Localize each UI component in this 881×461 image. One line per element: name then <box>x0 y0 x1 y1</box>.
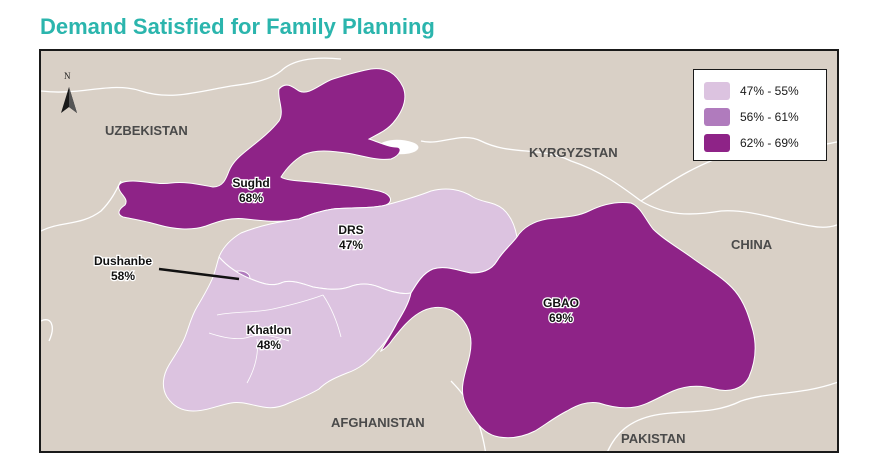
legend-item: 62% - 69% <box>704 130 820 156</box>
region-value-drs: 47% <box>339 238 363 252</box>
kazakh-border <box>280 57 342 72</box>
region-value-gbao: 69% <box>549 311 573 325</box>
page-title: Demand Satisfied for Family Planning <box>40 14 435 39</box>
country-label-afghanistan: AFGHANISTAN <box>331 415 425 430</box>
region-gbao[interactable] <box>379 202 756 439</box>
legend-label: 56% - 61% <box>740 110 799 124</box>
region-khatlon[interactable] <box>162 256 412 412</box>
region-value-khatlon: 48% <box>257 338 281 352</box>
turkmen-border <box>41 319 53 342</box>
region-value-dushanbe: 58% <box>111 269 135 283</box>
region-label-gbao: GBAO <box>543 296 579 310</box>
legend-label: 47% - 55% <box>740 84 799 98</box>
uzbek-border-west <box>41 180 122 232</box>
region-label-sughd: Sughd <box>232 176 269 190</box>
district-lines <box>208 294 342 384</box>
legend-swatch-high <box>704 134 730 152</box>
region-label-dushanbe: Dushanbe <box>94 254 152 268</box>
kyrgyz-china-border <box>420 136 837 228</box>
north-arrow-icon <box>61 87 77 113</box>
legend-item: 47% - 55% <box>704 78 820 104</box>
map-frame: N UZBEKISTAN KYRGYZSTAN CHINA AFGHANISTA… <box>39 49 839 453</box>
country-label-pakistan: PAKISTAN <box>621 431 686 446</box>
uzbek-border-north <box>41 70 282 96</box>
country-label-uzbekistan: UZBEKISTAN <box>105 123 188 138</box>
north-label: N <box>64 71 71 81</box>
country-label-china: CHINA <box>731 237 773 252</box>
region-value-sughd: 68% <box>239 191 263 205</box>
dushanbe-pointer <box>158 267 240 281</box>
legend-label: 62% - 69% <box>740 136 799 150</box>
region-label-drs: DRS <box>338 223 363 237</box>
legend-swatch-low <box>704 82 730 100</box>
pakistan-border <box>607 381 837 451</box>
map-legend: 47% - 55% 56% - 61% 62% - 69% <box>693 69 827 161</box>
region-label-khatlon: Khatlon <box>247 323 292 337</box>
legend-swatch-mid <box>704 108 730 126</box>
country-label-kyrgyzstan: KYRGYZSTAN <box>529 145 618 160</box>
legend-item: 56% - 61% <box>704 104 820 130</box>
